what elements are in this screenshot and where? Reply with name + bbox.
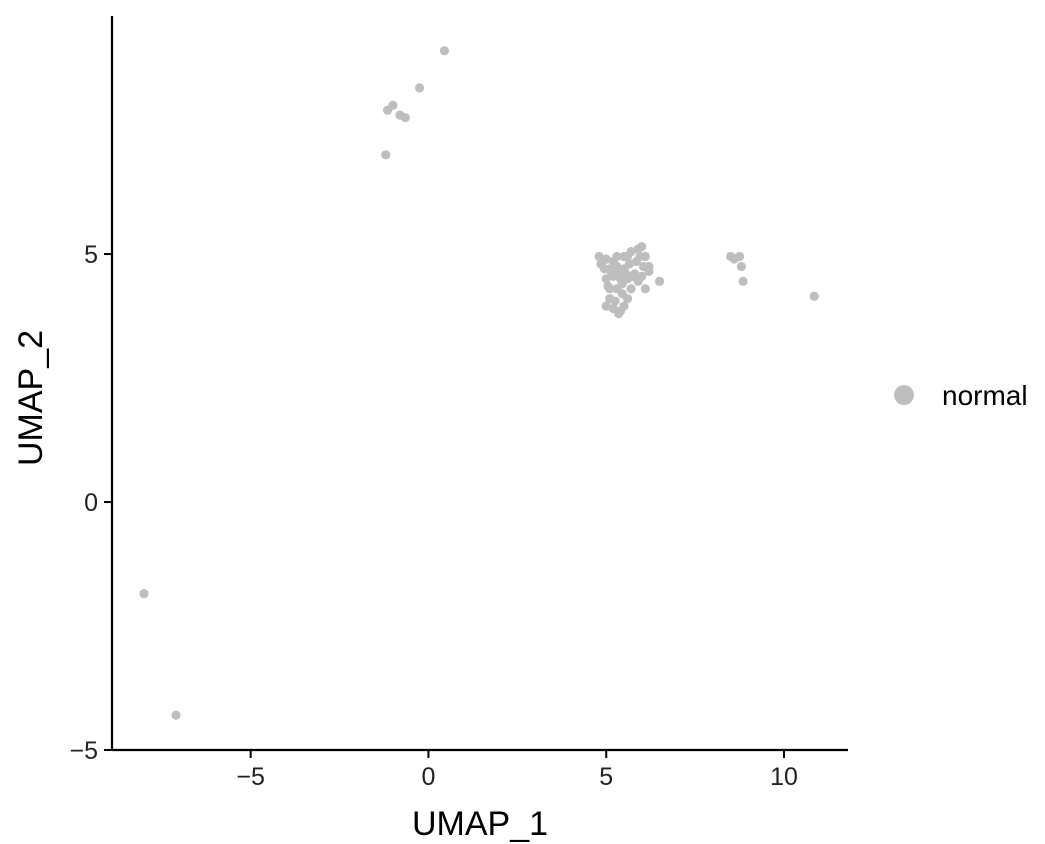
legend-key-normal — [894, 385, 914, 405]
data-point — [619, 301, 629, 311]
data-point — [621, 269, 631, 279]
data-point — [603, 281, 613, 291]
data-point — [617, 289, 627, 299]
data-point — [736, 261, 746, 272]
data-point — [171, 710, 181, 720]
data-point — [400, 113, 410, 123]
x-tick-label: −5 — [236, 763, 265, 791]
data-point — [382, 105, 393, 115]
x-tick-label: 5 — [599, 763, 613, 791]
legend: normal — [894, 380, 1028, 411]
data-point — [624, 259, 634, 269]
data-point — [614, 308, 624, 319]
data-point — [654, 276, 665, 286]
data-point — [596, 259, 606, 269]
data-point — [610, 296, 620, 306]
data-point — [614, 266, 624, 277]
data-point — [734, 251, 745, 262]
y-tick-label: −5 — [69, 737, 98, 765]
data-point — [612, 251, 622, 262]
scatter-points — [139, 46, 819, 720]
data-point — [381, 150, 391, 160]
data-point — [606, 269, 617, 279]
legend-label-normal: normal — [942, 380, 1028, 411]
x-tick-label: 10 — [770, 763, 798, 791]
data-point — [644, 261, 654, 272]
data-point — [640, 284, 650, 294]
data-point — [617, 279, 627, 289]
data-point — [738, 276, 748, 286]
y-tick-label: 5 — [84, 241, 98, 269]
data-point — [622, 251, 633, 262]
x-tick-label: 0 — [421, 763, 435, 791]
x-axis-title: UMAP_1 — [412, 805, 548, 843]
data-point — [139, 589, 149, 599]
y-axis-title: UMAP_2 — [12, 330, 50, 466]
data-point — [626, 284, 636, 294]
y-axis-ticks: −5 0 5 — [69, 241, 112, 765]
data-point — [414, 83, 425, 93]
data-point — [628, 271, 638, 281]
data-point — [601, 301, 611, 311]
y-tick-label: 0 — [84, 489, 98, 517]
data-point — [439, 46, 450, 56]
data-point — [809, 291, 819, 301]
data-point — [635, 251, 645, 262]
data-point — [637, 242, 647, 252]
x-axis-ticks: −5 0 5 10 — [236, 750, 798, 791]
